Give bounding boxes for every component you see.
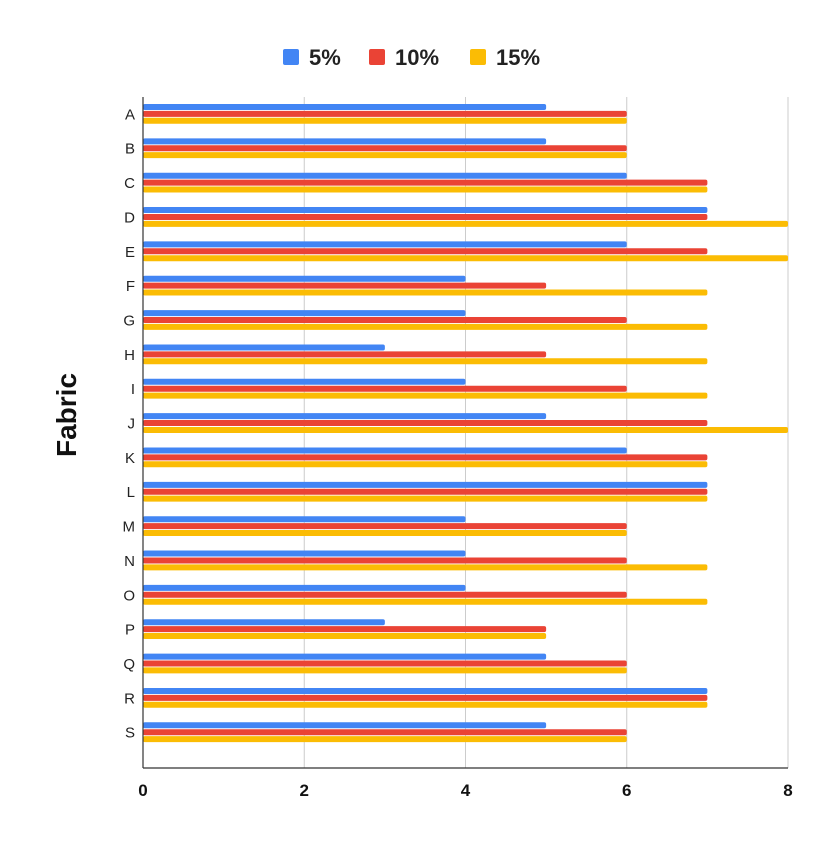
bar-Q-series-0 bbox=[143, 653, 547, 660]
category-label-B: B bbox=[125, 141, 135, 158]
bar-E-series-1 bbox=[143, 248, 708, 255]
bar-A-series-1 bbox=[143, 110, 627, 117]
bar-H-series-1 bbox=[143, 351, 547, 358]
bar-I-series-2 bbox=[143, 392, 708, 399]
bar-G-series-0 bbox=[143, 310, 466, 317]
category-label-S: S bbox=[125, 725, 135, 742]
bar-A-series-0 bbox=[143, 104, 547, 110]
bar-F-series-2 bbox=[143, 289, 708, 296]
category-label-Q: Q bbox=[123, 656, 135, 673]
category-label-E: E bbox=[125, 244, 135, 261]
legend-swatch-0 bbox=[283, 49, 299, 65]
bar-K-series-0 bbox=[143, 447, 627, 454]
legend-label-2: 15% bbox=[496, 45, 540, 70]
category-label-M: M bbox=[123, 519, 136, 536]
bar-L-series-2 bbox=[143, 495, 708, 502]
bar-P-series-0 bbox=[143, 619, 385, 626]
bar-H-series-0 bbox=[143, 344, 385, 351]
bar-layer bbox=[143, 104, 788, 743]
bar-L-series-1 bbox=[143, 488, 708, 495]
bar-S-series-1 bbox=[143, 729, 627, 736]
x-tick-label-3: 6 bbox=[622, 781, 631, 800]
bar-J-series-2 bbox=[143, 426, 788, 433]
bar-N-series-1 bbox=[143, 557, 627, 564]
bar-D-series-0 bbox=[143, 207, 708, 214]
bar-D-series-1 bbox=[143, 213, 708, 220]
bar-M-series-2 bbox=[143, 530, 627, 536]
category-label-J: J bbox=[128, 416, 136, 433]
bar-Q-series-2 bbox=[143, 667, 627, 674]
bar-M-series-1 bbox=[143, 523, 627, 530]
bar-S-series-0 bbox=[143, 722, 547, 729]
bar-K-series-1 bbox=[143, 454, 708, 461]
x-tick-label-0: 0 bbox=[138, 781, 147, 800]
bar-K-series-2 bbox=[143, 461, 708, 468]
bar-B-series-2 bbox=[143, 152, 627, 159]
legend-swatch-1 bbox=[369, 49, 385, 65]
bar-C-series-2 bbox=[143, 186, 708, 193]
bar-R-series-0 bbox=[143, 687, 708, 694]
bar-P-series-2 bbox=[143, 633, 547, 640]
bar-P-series-1 bbox=[143, 626, 547, 633]
bar-F-series-1 bbox=[143, 282, 547, 289]
category-label-D: D bbox=[124, 209, 135, 226]
bar-H-series-2 bbox=[143, 358, 708, 365]
bar-R-series-2 bbox=[143, 701, 708, 708]
axis-layer: 0 2 4 6 8 A BCD EFG HI JKL MNO PQR S bbox=[123, 97, 793, 800]
category-label-L: L bbox=[127, 484, 135, 501]
category-label-A: A bbox=[125, 106, 135, 123]
bar-Q-series-1 bbox=[143, 660, 627, 667]
bar-B-series-1 bbox=[143, 145, 627, 152]
bar-B-series-0 bbox=[143, 138, 547, 145]
bar-E-series-0 bbox=[143, 241, 627, 248]
bar-M-series-0 bbox=[143, 516, 466, 523]
bar-E-series-2 bbox=[143, 255, 788, 262]
bar-C-series-1 bbox=[143, 179, 708, 186]
bar-R-series-1 bbox=[143, 694, 708, 701]
bar-O-series-2 bbox=[143, 598, 708, 605]
bar-G-series-2 bbox=[143, 323, 708, 330]
bar-N-series-0 bbox=[143, 550, 466, 557]
category-label-R: R bbox=[124, 690, 135, 707]
bar-J-series-1 bbox=[143, 420, 708, 427]
category-label-K: K bbox=[125, 450, 135, 467]
legend-label-1: 10% bbox=[395, 45, 439, 70]
category-label-O: O bbox=[123, 587, 135, 604]
legend-swatch-2 bbox=[470, 49, 486, 65]
x-tick-label-1: 2 bbox=[300, 781, 309, 800]
bar-D-series-2 bbox=[143, 220, 788, 227]
x-tick-label-2: 4 bbox=[461, 781, 471, 800]
legend-label-0: 5% bbox=[309, 45, 341, 70]
bar-F-series-0 bbox=[143, 275, 466, 282]
category-label-C: C bbox=[124, 175, 135, 192]
y-axis-title: Fabric bbox=[51, 373, 82, 457]
category-label-G: G bbox=[123, 312, 135, 329]
bar-C-series-0 bbox=[143, 172, 627, 179]
x-tick-label-4: 8 bbox=[783, 781, 792, 800]
bar-S-series-2 bbox=[143, 736, 627, 743]
bar-L-series-0 bbox=[143, 481, 708, 488]
bar-I-series-1 bbox=[143, 385, 627, 392]
legend: 5% 10% 15% bbox=[283, 45, 540, 70]
bar-O-series-0 bbox=[143, 584, 466, 591]
category-label-H: H bbox=[124, 347, 135, 364]
bar-J-series-0 bbox=[143, 413, 547, 420]
bar-A-series-2 bbox=[143, 117, 627, 124]
bar-O-series-1 bbox=[143, 591, 627, 598]
category-label-P: P bbox=[125, 622, 135, 639]
bar-G-series-1 bbox=[143, 317, 627, 323]
bar-I-series-0 bbox=[143, 378, 466, 385]
bar-N-series-2 bbox=[143, 564, 708, 571]
category-label-I: I bbox=[131, 381, 135, 398]
category-label-F: F bbox=[126, 278, 135, 295]
category-label-N: N bbox=[124, 553, 135, 570]
